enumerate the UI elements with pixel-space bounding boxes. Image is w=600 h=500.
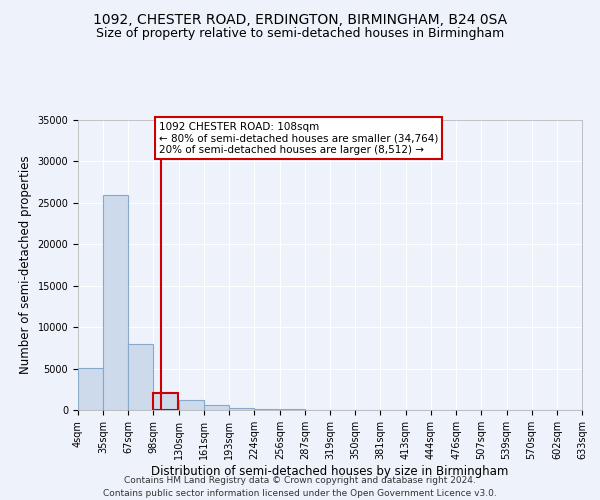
Y-axis label: Number of semi-detached properties: Number of semi-detached properties bbox=[19, 156, 32, 374]
Text: 1092 CHESTER ROAD: 108sqm
← 80% of semi-detached houses are smaller (34,764)
20%: 1092 CHESTER ROAD: 108sqm ← 80% of semi-… bbox=[159, 122, 439, 155]
Text: Size of property relative to semi-detached houses in Birmingham: Size of property relative to semi-detach… bbox=[96, 28, 504, 40]
Bar bbox=[154, 392, 178, 410]
Text: 1092, CHESTER ROAD, ERDINGTON, BIRMINGHAM, B24 0SA: 1092, CHESTER ROAD, ERDINGTON, BIRMINGHA… bbox=[93, 12, 507, 26]
X-axis label: Distribution of semi-detached houses by size in Birmingham: Distribution of semi-detached houses by … bbox=[151, 464, 509, 477]
Bar bbox=[179, 400, 204, 410]
Bar bbox=[78, 368, 103, 410]
Bar bbox=[204, 405, 229, 410]
Bar bbox=[229, 408, 254, 410]
Bar bbox=[128, 344, 154, 410]
Bar bbox=[254, 409, 279, 410]
Text: Contains HM Land Registry data © Crown copyright and database right 2024.
Contai: Contains HM Land Registry data © Crown c… bbox=[103, 476, 497, 498]
Bar bbox=[103, 194, 128, 410]
